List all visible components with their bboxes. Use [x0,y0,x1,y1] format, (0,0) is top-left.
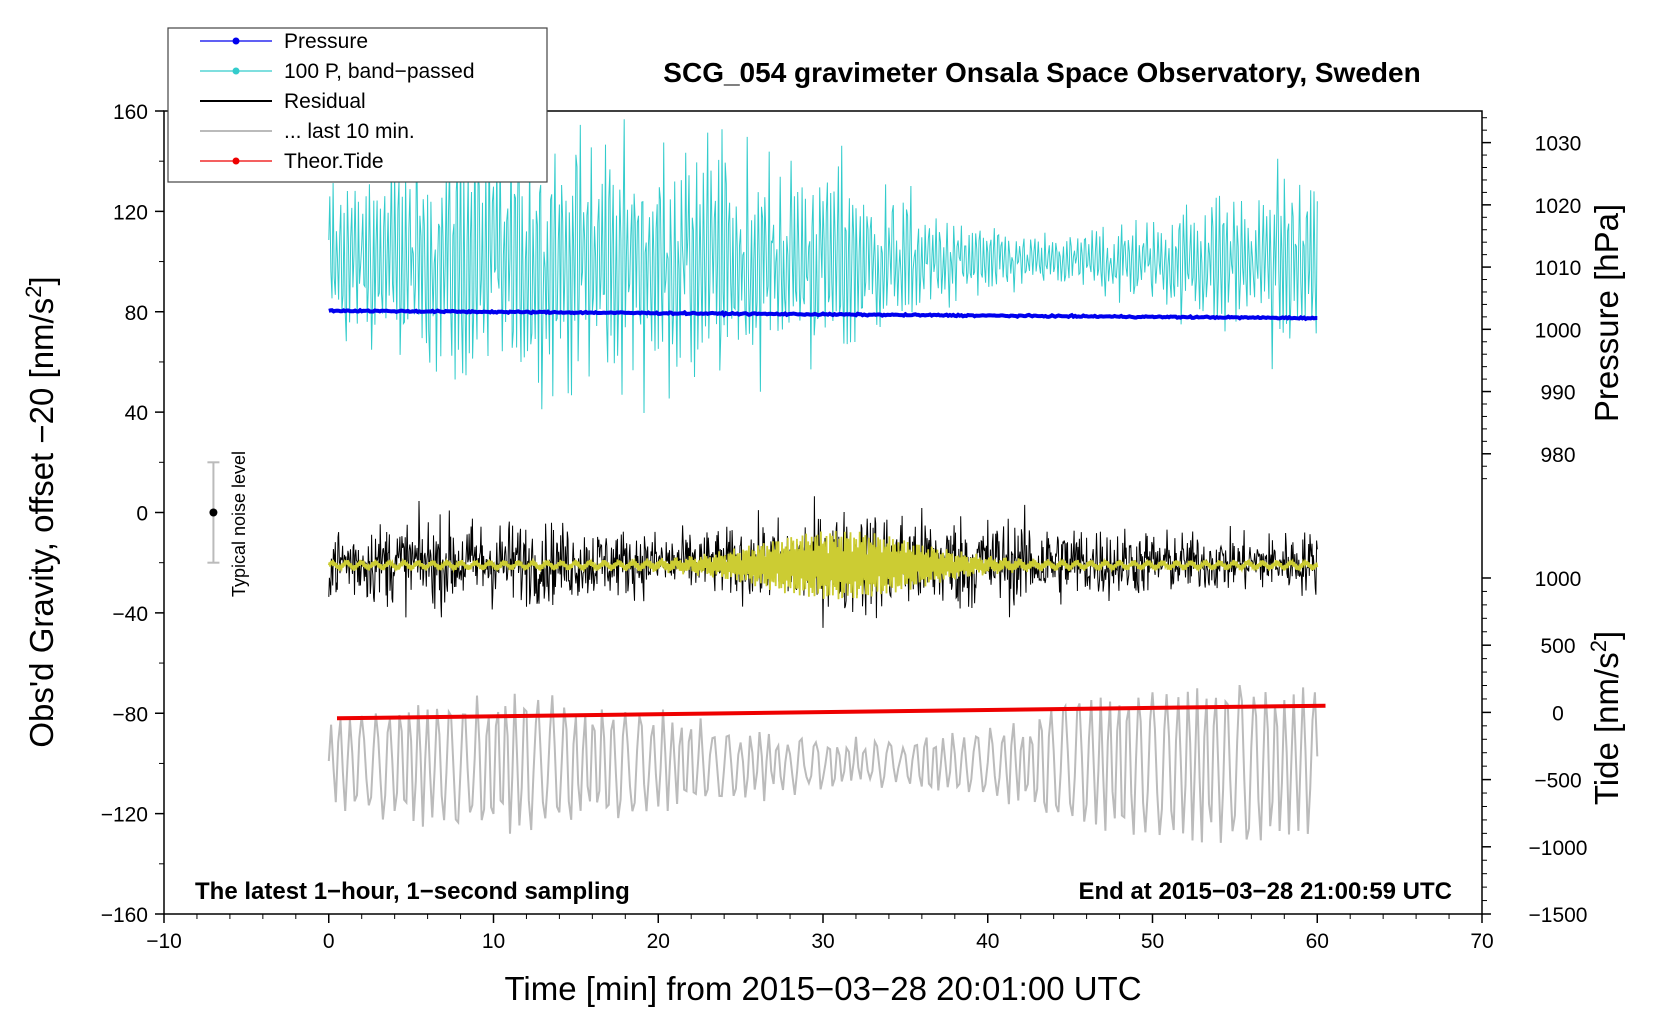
series-layer [207,119,1326,843]
y-left-tick-label: −40 [112,603,148,626]
legend-items: Pressure 100 P, band−passed Residual ... la… [200,30,475,173]
legend-label: 100 P, band−passed [284,60,475,83]
legend-marker [232,37,240,45]
x-tick-label: 20 [647,930,670,953]
legend-marker [232,67,240,75]
legend-item: 100 P, band−passed [200,60,475,83]
x-tick-label: 40 [976,930,999,953]
y-axis-left-title: Obs'd Gravity, offset −20 [nm/s2] [21,276,60,747]
y-left-tick-label: 80 [125,302,148,325]
x-axis-title: Time [min] from 2015−03−28 20:01:00 UTC [504,970,1141,1007]
y-tide-tick-label: 1000 [1535,568,1582,591]
x-tick-label: 60 [1306,930,1329,953]
y-pressure-tick-label: 980 [1540,444,1575,467]
y-axis-tide-title-end: ] [1588,631,1625,640]
y-tide-tick-label: −1000 [1529,837,1588,860]
y-pressure-tick-label: 1010 [1535,257,1582,280]
note-latest-hour: The latest 1−hour, 1−second sampling [195,878,630,905]
legend-item: Residual [200,90,366,113]
legend-box [167,27,548,183]
y-axis-left-title-sup: 2 [21,286,46,298]
y-tide-tick-label: −1500 [1529,904,1588,927]
legend-item: ... last 10 min. [200,120,415,143]
y-tide-tick-label: 0 [1552,702,1564,725]
y-axis-left-title-end: ] [23,276,60,285]
noise-bar-center [209,508,218,517]
y-pressure-tick-label: 1020 [1535,195,1582,218]
series-pressure-line [328,307,1318,322]
series-tide-line [336,703,1326,721]
y-left-tick-label: 160 [113,101,148,124]
y-tide-tick-label: 500 [1540,635,1575,658]
y-axis-tide-title-main: Tide [nm/s [1588,652,1625,805]
x-tick-label: 10 [482,930,505,953]
x-tick-label: 70 [1470,930,1493,953]
series-residual-line [328,496,1318,628]
series-bandpassed-line [328,119,1318,414]
legend-item: Theor.Tide [200,150,384,173]
legend-label: ... last 10 min. [284,120,415,143]
y-left-tick-label: −120 [101,804,148,827]
legend: Pressure 100 P, band−passed Residual ... la… [167,27,548,183]
legend-item: Pressure [200,30,368,53]
legend-label: Theor.Tide [284,150,384,173]
y-left-tick-label: 120 [113,201,148,224]
y-pressure-tick-label: 1000 [1535,319,1582,342]
x-tick-label: −10 [146,930,182,953]
y-axis-tide-title: Tide [nm/s2] [1586,631,1625,805]
y-pressure-tick-label: 990 [1540,382,1575,405]
y-axis-pressure-title: Pressure [hPa] [1588,204,1625,422]
x-tick-label: 30 [811,930,834,953]
legend-label: Pressure [284,30,368,53]
x-tick-label: 50 [1141,930,1164,953]
series-residual-filtered-line [327,530,1319,600]
y-left-tick-label: −160 [101,904,148,927]
note-end-time: End at 2015−03−28 21:00:59 UTC [1078,878,1452,905]
legend-marker [232,157,240,165]
chart-title: SCG_054 gravimeter Onsala Space Observat… [663,57,1420,88]
y-left-tick-label: −80 [112,703,148,726]
y-tide-tick-label: −500 [1534,770,1581,793]
y-axis-left-title-main: Obs'd Gravity, offset −20 [nm/s [23,298,60,748]
noise-bar-label: Typical noise level [229,451,249,597]
axes-layer: −10 0 10 20 30 40 50 60 7016012080400−40−80−120−… [101,101,1588,953]
series-last10min-line [327,684,1319,843]
y-axis-tide-title-sup: 2 [1586,640,1611,652]
x-tick-label: 0 [323,930,335,953]
legend-label: Residual [284,90,366,113]
y-left-tick-label: 40 [125,402,148,425]
y-left-tick-label: 0 [136,503,148,526]
y-pressure-tick-label: 1030 [1535,133,1582,156]
